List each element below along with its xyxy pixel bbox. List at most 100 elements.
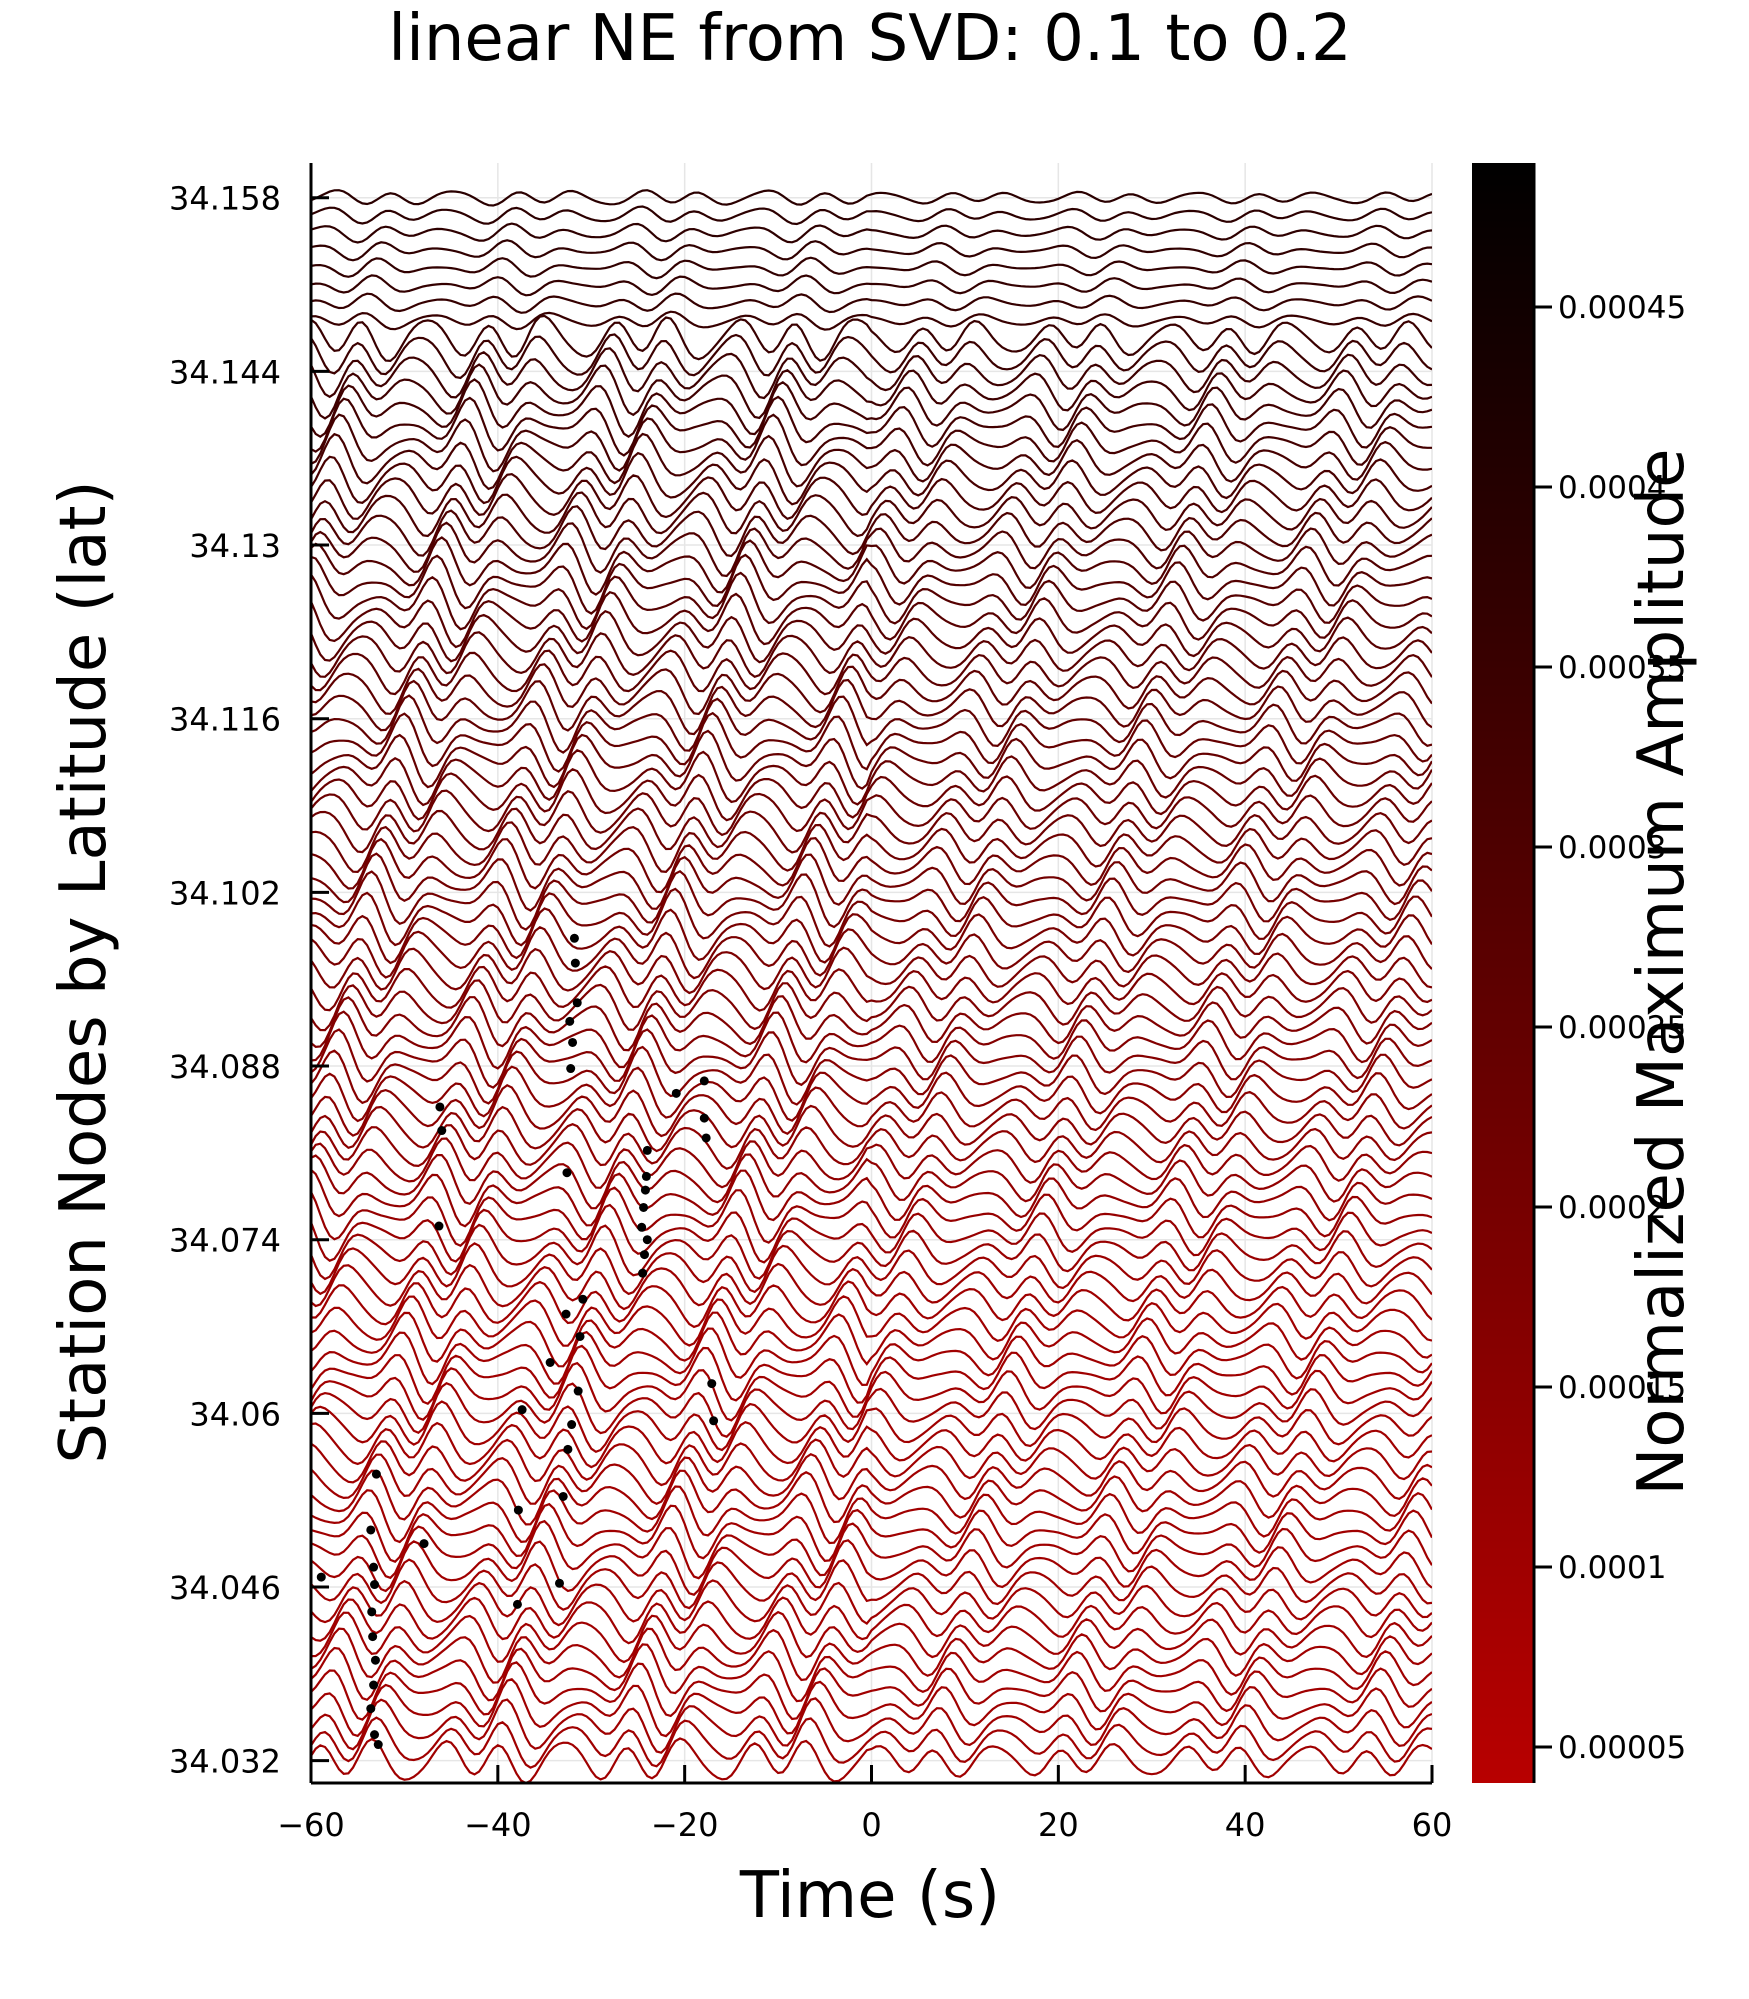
waveform-trace: [311, 222, 1432, 244]
colorbar-tick-label: 0.0001: [1558, 1550, 1666, 1586]
x-tick-label: −60: [277, 1806, 345, 1844]
waveform-trace: [311, 1579, 1432, 1627]
colorbar-tick-label: 0.0002: [1558, 1190, 1666, 1226]
arrival-pick: [637, 1222, 647, 1232]
y-tick-label: 34.032: [169, 1743, 281, 1781]
arrival-pick: [569, 933, 579, 943]
waveform-trace: [311, 663, 1432, 716]
colorbar-title: Normalized Maximum Amplitude: [1625, 449, 1699, 1496]
waveform-trace: [311, 239, 1432, 262]
waveform-trace: [311, 205, 1432, 226]
colorbar-tick-label: 0.00045: [1558, 290, 1686, 326]
x-tick-label: 20: [1038, 1806, 1079, 1844]
waveform-trace: [311, 1311, 1432, 1368]
waveform-trace: [311, 1168, 1432, 1228]
arrival-pick: [367, 1607, 377, 1617]
waveform-trace: [311, 694, 1432, 754]
waveform-trace: [311, 1539, 1432, 1596]
arrival-pick: [373, 1740, 383, 1750]
waveform-trace: [311, 807, 1432, 854]
colorbar-tick-label: 0.00015: [1558, 1370, 1686, 1406]
waveform-trace: [311, 451, 1432, 506]
waveform-trace: [311, 1678, 1432, 1738]
waveform-trace: [311, 292, 1432, 314]
y-tick-label: 34.06: [189, 1395, 281, 1433]
waveform-trace: [311, 1400, 1432, 1454]
waveform-trace: [311, 1084, 1432, 1138]
arrival-pick: [565, 1016, 575, 1026]
arrival-pick: [419, 1539, 429, 1549]
waveform-trace: [311, 1502, 1432, 1563]
y-tick-label: 34.13: [189, 527, 281, 565]
y-tick-label: 34.046: [169, 1569, 281, 1607]
waveform-trace: [311, 1381, 1432, 1438]
waveform-trace: [311, 1344, 1432, 1406]
waveform-trace: [311, 1558, 1432, 1611]
waveform-trace: [311, 378, 1432, 439]
waveform-trace: [311, 711, 1432, 773]
arrival-pick: [513, 1505, 523, 1515]
waveform-trace: [311, 1596, 1432, 1645]
waveform-trace: [311, 1452, 1432, 1506]
arrival-pick: [558, 1491, 568, 1501]
colorbar: [1472, 163, 1534, 1783]
waveform-trace: [311, 749, 1432, 807]
x-tick-label: −40: [464, 1806, 532, 1844]
waveform-trace: [311, 946, 1432, 995]
waveform-trace: [311, 505, 1432, 558]
waveform-trace: [311, 1327, 1432, 1387]
waveform-trace: [311, 631, 1432, 679]
waveform-trace: [311, 536, 1432, 596]
waveform-trace: [311, 472, 1432, 521]
waveform-trace: [311, 590, 1432, 649]
waveform-trace: [311, 1137, 1432, 1189]
waveform-trace: [311, 1153, 1432, 1210]
chart-title: linear NE from SVD: 0.1 to 0.2: [388, 2, 1351, 76]
waveform-trace: [311, 1280, 1432, 1329]
waveform-trace: [311, 1438, 1432, 1487]
arrival-pick: [371, 1469, 381, 1479]
arrival-pick: [370, 1730, 380, 1740]
waveform-trace: [311, 1361, 1432, 1422]
arrival-pick: [561, 1309, 571, 1319]
arrival-pick: [567, 1420, 577, 1430]
waveform-trace: [311, 347, 1432, 400]
arrival-pick: [545, 1357, 555, 1367]
arrival-pick: [699, 1113, 709, 1123]
arrival-pick: [369, 1680, 379, 1690]
waveform-trace: [311, 1420, 1432, 1469]
arrival-pick: [638, 1268, 648, 1278]
colorbar-tick-label: 0.0004: [1558, 470, 1666, 506]
waveform-trace: [311, 979, 1432, 1032]
waveform-trace: [311, 995, 1432, 1052]
y-tick-label: 34.116: [169, 701, 281, 739]
waveform-trace: [311, 521, 1432, 578]
arrival-pick: [639, 1202, 649, 1212]
arrival-pick: [578, 1294, 588, 1304]
arrival-pick: [570, 958, 580, 968]
waveform-trace: [311, 189, 1432, 207]
arrival-pick: [562, 1168, 572, 1178]
arrival-pick: [370, 1580, 380, 1590]
arrival-pick: [642, 1145, 652, 1155]
waveform-trace: [311, 310, 1432, 331]
waveform-trace: [311, 1469, 1432, 1526]
arrival-pick: [370, 1655, 380, 1665]
waveform-trace: [311, 1716, 1432, 1769]
waveform-trace: [311, 1643, 1432, 1703]
arrival-pick: [435, 1102, 445, 1112]
waveform-trace: [311, 869, 1432, 931]
arrival-pick: [641, 1171, 651, 1181]
arrival-pick: [437, 1126, 447, 1136]
waveform-trace: [311, 1610, 1432, 1664]
waveform-trace: [311, 789, 1432, 837]
waveform-trace: [311, 729, 1432, 790]
x-tick-label: 60: [1412, 1806, 1453, 1844]
waveform-traces: [311, 189, 1432, 1783]
x-axis-ticks: −60 −40 −20 0 20 40 60: [277, 1765, 1452, 1844]
x-tick-label: 40: [1225, 1806, 1266, 1844]
waveform-trace: [311, 256, 1432, 280]
waveform-trace: [311, 571, 1432, 631]
waveform-trace: [311, 965, 1432, 1012]
waveform-trace: [311, 413, 1432, 473]
